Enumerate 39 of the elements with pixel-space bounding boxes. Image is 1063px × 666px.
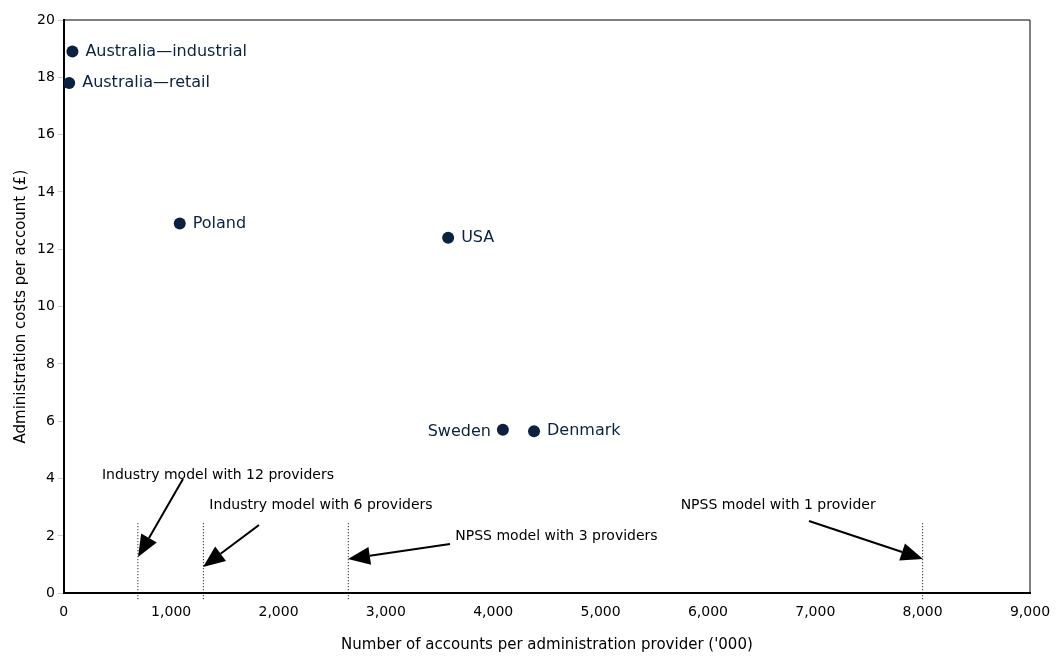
x-axis-title: Number of accounts per administration provider ('000): [341, 634, 753, 653]
y-tick-label: 20: [36, 10, 55, 27]
x-tick-label: 5,000: [580, 603, 621, 620]
y-tick-label: 12: [36, 239, 55, 256]
annotation: NPSS model with 3 providers: [455, 527, 658, 544]
x-tick-label: 4,000: [473, 603, 514, 620]
y-tick-label: 16: [36, 125, 55, 142]
annotation: Industry model with 6 providers: [209, 496, 433, 513]
x-tick-label: 6,000: [687, 603, 728, 620]
annotation: NPSS model with 1 provider: [680, 496, 876, 513]
y-axis-title: Administration costs per account (£): [10, 169, 29, 444]
series-label: Poland: [192, 212, 247, 232]
y-tick-label: 4: [45, 469, 55, 486]
x-tick-label: 3,000: [365, 603, 406, 620]
x-tick-label: 7,000: [795, 603, 836, 620]
y-tick-label: 8: [45, 354, 55, 371]
x-tick-label: 2,000: [258, 603, 299, 620]
y-tick-label: 14: [36, 182, 55, 199]
y-tick-label: 2: [45, 526, 55, 543]
point: [442, 231, 455, 244]
y-tick-label: 10: [36, 297, 55, 314]
point: [496, 423, 509, 436]
annotation: Industry model with 12 providers: [101, 466, 335, 483]
point: [173, 217, 186, 230]
point: [66, 45, 79, 58]
x-tick-label: 8,000: [902, 603, 943, 620]
x-tick-label: 9,000: [1009, 603, 1051, 620]
point: [63, 77, 76, 90]
point: [528, 425, 541, 438]
series-label: USA: [461, 226, 495, 246]
y-tick-label: 0: [45, 583, 55, 600]
y-tick-label: 6: [45, 411, 55, 428]
y-tick-label: 18: [36, 67, 55, 84]
x-tick-label: 0: [59, 603, 69, 620]
series-label: Australia—retail: [82, 72, 210, 92]
series-label: Australia—industrial: [85, 40, 247, 60]
series-label: Sweden: [427, 420, 491, 440]
x-tick-label: 1,000: [151, 603, 192, 620]
series-label: Denmark: [547, 420, 622, 440]
